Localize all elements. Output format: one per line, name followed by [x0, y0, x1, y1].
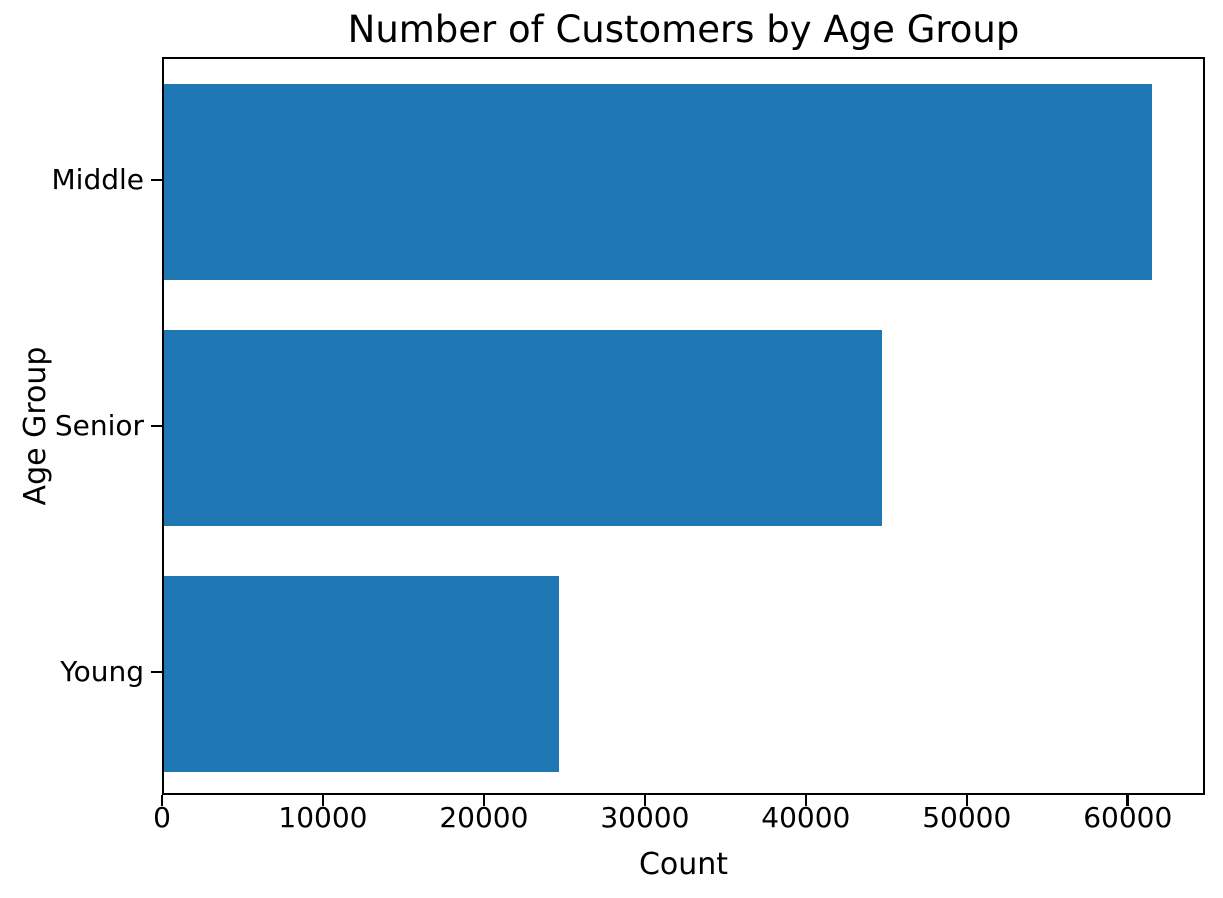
x-tick-label-0: 0 — [153, 801, 171, 834]
x-tick-mark — [160, 795, 164, 806]
chart-title: Number of Customers by Age Group — [347, 8, 1020, 51]
x-tick-mark — [1126, 795, 1129, 806]
x-axis-label: Count — [638, 847, 729, 882]
plot-area — [162, 57, 1205, 795]
x-tick-label-50000: 50000 — [922, 801, 1012, 834]
x-tick-label-10000: 10000 — [278, 801, 368, 834]
y-tick-label-senior: Senior — [54, 409, 144, 442]
bar-senior — [164, 329, 883, 527]
x-tick-label-40000: 40000 — [761, 801, 851, 834]
x-tick-label-60000: 60000 — [1083, 801, 1173, 834]
y-tick-label-middle: Middle — [51, 163, 145, 196]
bar-middle — [164, 83, 1152, 281]
y-tick-label-young: Young — [60, 655, 144, 688]
y-tick-mark — [151, 424, 162, 428]
x-tick-mark — [965, 795, 969, 806]
x-tick-mark — [321, 795, 325, 806]
bar-young — [164, 575, 560, 773]
x-tick-mark — [482, 795, 486, 806]
x-tick-label-20000: 20000 — [439, 801, 529, 834]
x-tick-label-30000: 30000 — [600, 801, 690, 834]
x-tick-mark — [804, 795, 808, 806]
y-tick-mark — [151, 178, 162, 182]
x-tick-mark — [643, 795, 647, 806]
y-tick-mark — [151, 670, 162, 674]
